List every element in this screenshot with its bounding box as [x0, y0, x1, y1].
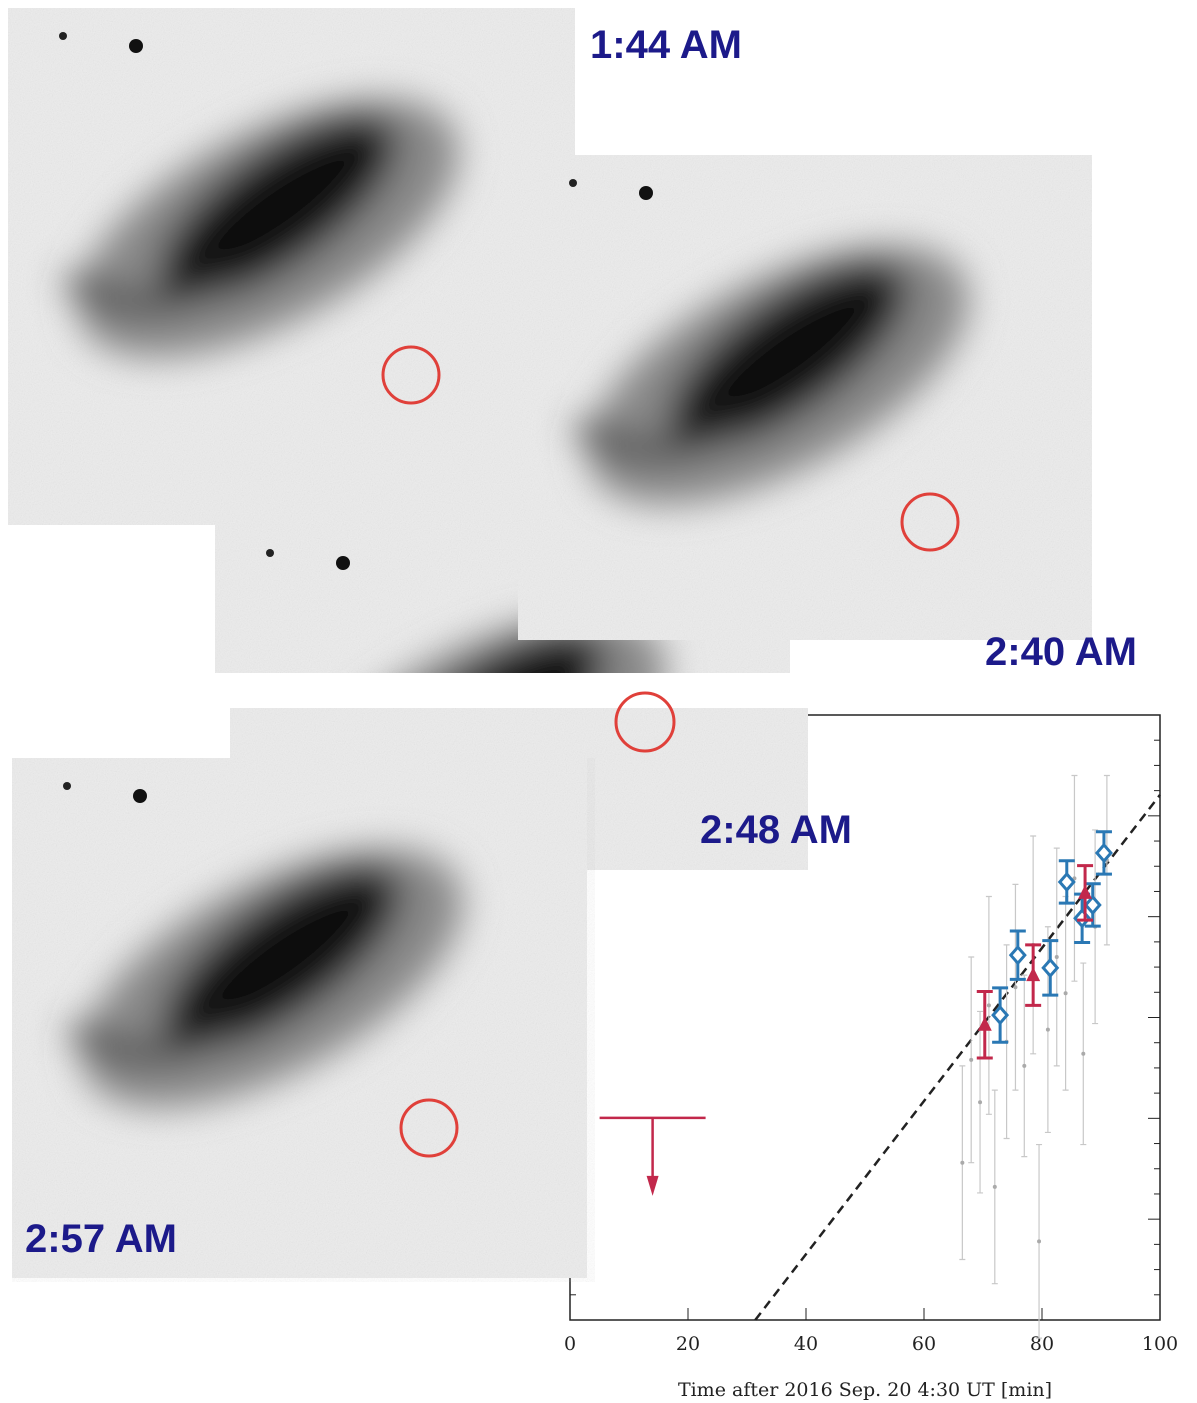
- point: [1037, 1239, 1042, 1244]
- x-tick-label: 20: [676, 1333, 700, 1355]
- point: [1081, 1051, 1086, 1056]
- point: [1083, 894, 1102, 916]
- point: [1041, 957, 1060, 979]
- point: [986, 1003, 991, 1008]
- time-label: 2:57 AM: [25, 1217, 177, 1261]
- image: [518, 155, 1093, 675]
- point: [1022, 1063, 1027, 1068]
- point: [960, 1160, 965, 1165]
- upper-limit-arrow: [646, 1175, 659, 1196]
- image: [12, 758, 587, 1278]
- point: [1026, 967, 1041, 982]
- fit-line: [754, 794, 1161, 1321]
- point: [977, 1016, 992, 1031]
- point: [1063, 991, 1068, 996]
- time-label: 2:48 AM: [700, 808, 852, 852]
- x-tick-label: 60: [912, 1333, 936, 1355]
- point: [1094, 842, 1113, 864]
- x-tick-label: 100: [1142, 1333, 1178, 1355]
- x-tick-label: 80: [1030, 1333, 1054, 1355]
- point: [1013, 985, 1018, 990]
- point: [1078, 884, 1093, 899]
- point: [1045, 1027, 1050, 1032]
- point: [969, 1057, 974, 1062]
- x-tick-label: 0: [564, 1333, 576, 1355]
- time-label: 1:44 AM: [590, 23, 742, 67]
- point: [1054, 955, 1059, 959]
- image: [8, 8, 583, 528]
- x-tick-label: 40: [794, 1333, 818, 1355]
- point: [978, 1100, 983, 1105]
- x-axis-label: Time after 2016 Sep. 20 4:30 UT [min]: [678, 1379, 1052, 1401]
- point: [1008, 944, 1027, 966]
- point: [991, 1004, 1010, 1026]
- point: [1057, 871, 1076, 893]
- point: [992, 1184, 997, 1189]
- time-label: 2:40 AM: [985, 630, 1137, 674]
